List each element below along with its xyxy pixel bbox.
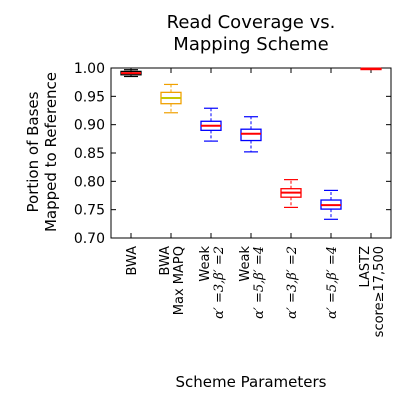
x-axis-label: Scheme Parameters	[176, 373, 327, 391]
x-category-label: BWA	[158, 246, 173, 276]
y-axis-ticks: 0.70 0.75 0.80 0.85 0.90 0.95 1.00	[74, 61, 391, 247]
chart-title: Read Coverage vs. Mapping Scheme	[167, 12, 336, 55]
plot-frame	[110, 67, 392, 239]
y-tick-label: 0.80	[74, 174, 105, 190]
y-axis-label: Portion of Bases Mapped to Reference	[24, 72, 60, 232]
box-series	[120, 67, 382, 220]
x-category-label: Weak	[198, 246, 213, 282]
box-7	[360, 67, 382, 71]
box-5	[280, 179, 302, 208]
box-1	[120, 69, 142, 78]
x-category-label: LASTZ	[358, 246, 373, 288]
y-tick-label: 0.90	[74, 118, 105, 134]
x-category-label: Weak	[238, 246, 253, 282]
box-4	[240, 116, 262, 153]
chart-title-line-1: Read Coverage vs.	[167, 12, 336, 33]
x-axis-ticks	[130, 68, 372, 238]
x-category-label: score≥17,500	[372, 246, 387, 337]
box-2	[160, 83, 182, 114]
box-3	[200, 107, 222, 142]
x-category-label: BWA	[125, 246, 140, 276]
x-axis-category-labels: BWA BWA Max MAPQ Weak α′ =3,β′ =2 Weak α′ =5,β…	[125, 246, 387, 338]
box-body	[240, 128, 262, 142]
x-category-label: α′ =5,β′ =4	[325, 246, 340, 319]
y-tick-label: 0.85	[74, 146, 105, 162]
y-axis-label-line-2: Mapped to Reference	[42, 72, 60, 232]
y-tick-label: 0.75	[74, 203, 105, 219]
chart-title-line-2: Mapping Scheme	[173, 34, 328, 55]
y-tick-label: 0.70	[74, 231, 105, 247]
y-tick-label: 1.00	[74, 61, 105, 77]
x-category-label: α′ =5,β′ =4	[252, 246, 267, 319]
y-tick-label: 0.95	[74, 89, 105, 105]
x-category-label: α′ =3,β′ =2	[212, 246, 227, 319]
y-axis-label-line-1: Portion of Bases	[24, 91, 42, 212]
x-category-label: α′ =3,β′ =2	[285, 246, 300, 319]
box-6	[320, 189, 342, 220]
x-category-label: Max MAPQ	[172, 246, 187, 315]
